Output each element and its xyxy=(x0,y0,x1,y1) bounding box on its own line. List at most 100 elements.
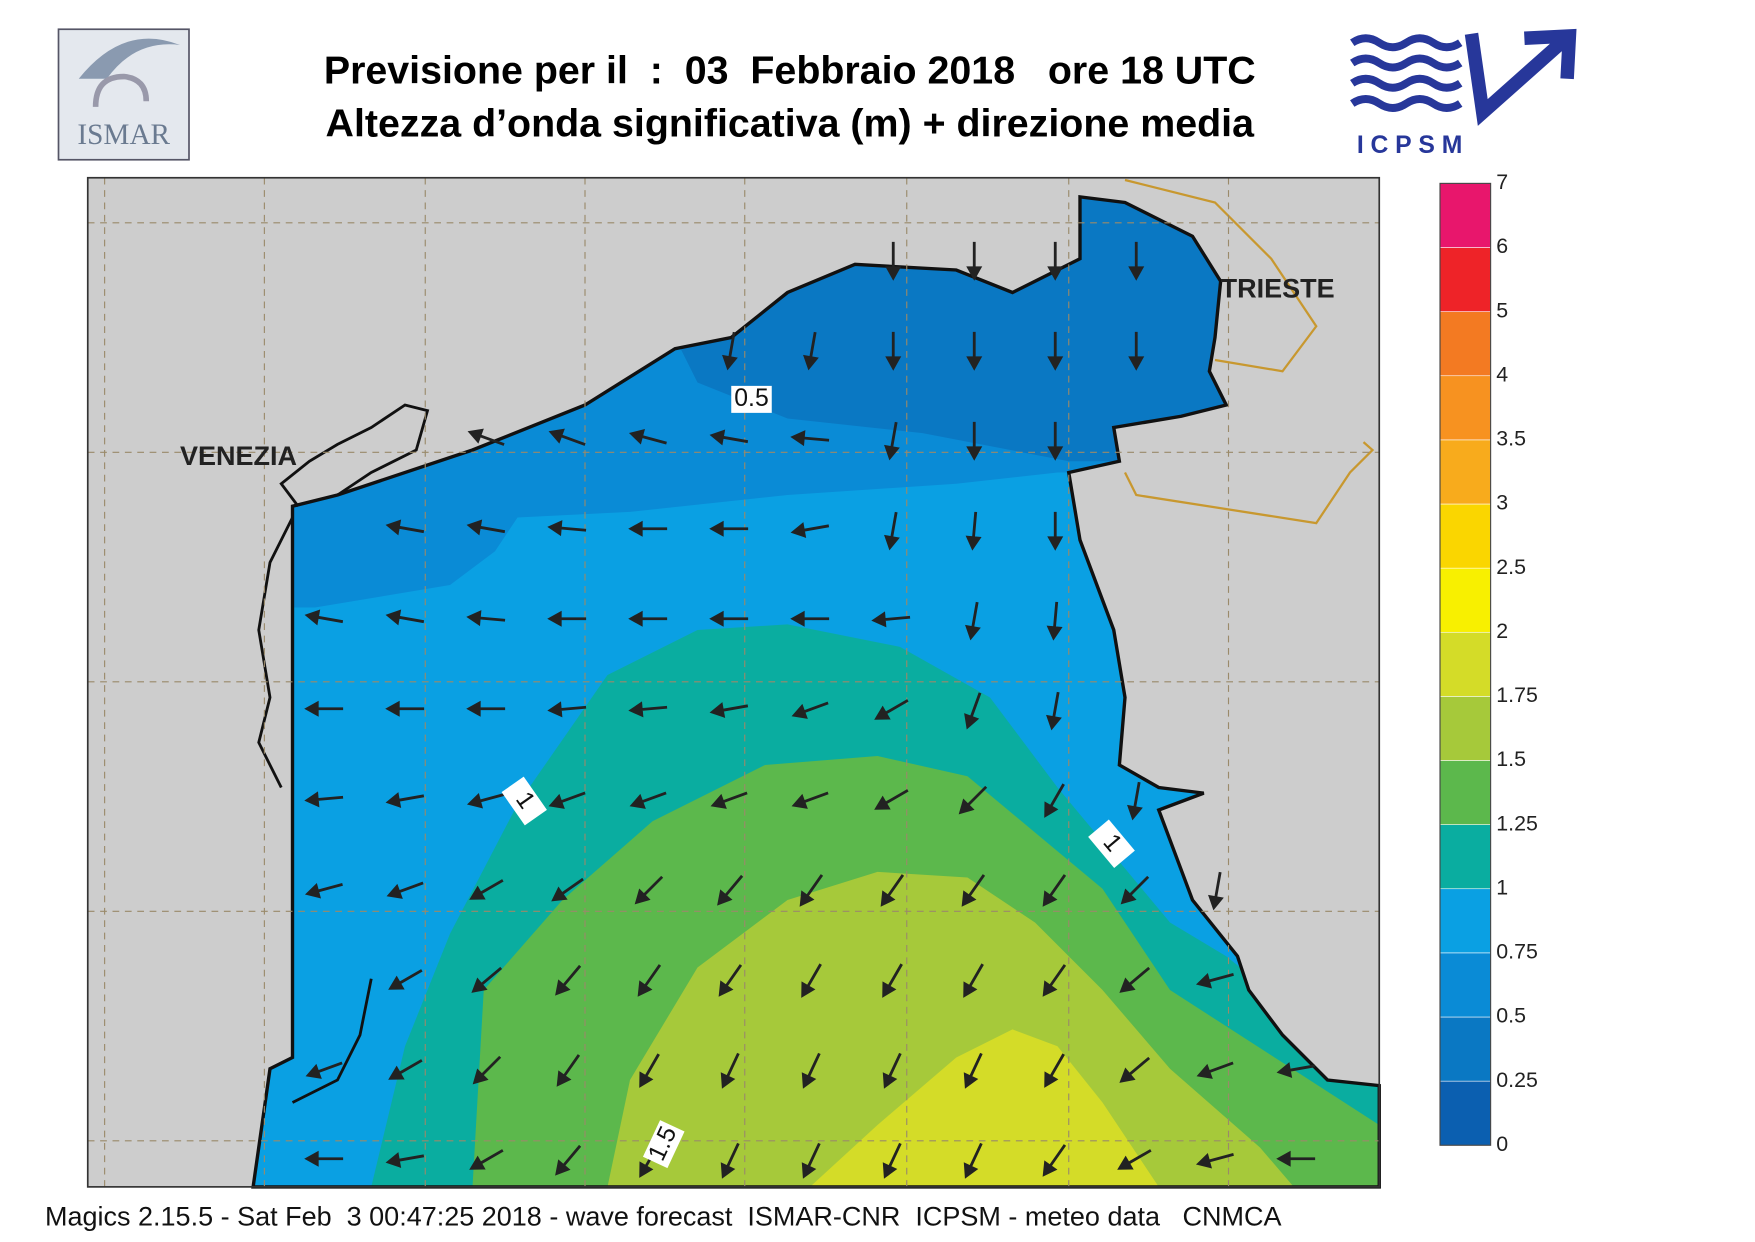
direction-arrow xyxy=(385,519,425,536)
direction-arrow xyxy=(966,331,983,371)
direction-arrow xyxy=(629,791,667,809)
direction-arrow xyxy=(555,964,582,996)
direction-arrow xyxy=(304,700,344,717)
direction-arrow xyxy=(1128,331,1145,371)
colorbar-tick-label: 3 xyxy=(1496,491,1508,515)
direction-arrow xyxy=(551,877,584,902)
colorbar-tick-label: 5 xyxy=(1496,298,1508,322)
direction-arrow xyxy=(1044,783,1065,818)
direction-arrow xyxy=(799,874,824,907)
direction-arrow xyxy=(305,1061,343,1079)
direction-arrow xyxy=(1046,691,1062,731)
colorbar-bin xyxy=(1439,1080,1491,1146)
colorbar-tick-label: 6 xyxy=(1496,234,1508,258)
direction-arrow xyxy=(871,611,911,628)
direction-arrow xyxy=(634,875,664,905)
direction-arrow xyxy=(388,969,423,990)
direction-arrow xyxy=(1047,511,1064,551)
contour-value: 0.5 xyxy=(734,385,768,412)
contour-label: 0.5 xyxy=(731,385,772,413)
colorbar-tick-label: 7 xyxy=(1496,170,1508,194)
direction-arrow xyxy=(1047,421,1064,461)
direction-arrow xyxy=(1120,875,1150,905)
colorbar-bin xyxy=(1439,439,1491,505)
colorbar-bin xyxy=(1439,696,1491,761)
label-box xyxy=(501,776,547,826)
direction-arrow xyxy=(1042,874,1067,907)
direction-arrow xyxy=(717,874,744,906)
colorbar-frame xyxy=(1439,182,1492,1146)
direction-arrow xyxy=(1276,1150,1316,1167)
direction-arrow xyxy=(1042,1144,1067,1177)
direction-arrow xyxy=(709,610,749,627)
title: Previsione per il : 03 Febbraio 2018 ore… xyxy=(324,49,1256,93)
label-box xyxy=(731,385,772,413)
direction-arrow xyxy=(469,879,504,900)
colorbar-bin xyxy=(1439,1016,1491,1082)
direction-arrow xyxy=(304,609,344,626)
direction-arrow xyxy=(965,601,981,641)
subtitle: Altezza d’onda significativa (m) + direz… xyxy=(326,101,1256,145)
ismar-logo: ISMAR xyxy=(57,28,190,161)
direction-arrow xyxy=(385,1152,425,1168)
border xyxy=(1123,178,1375,525)
colorbar-bin xyxy=(1439,183,1491,248)
colorbar-tick-label: 0.75 xyxy=(1496,940,1538,964)
direction-arrow xyxy=(790,430,830,447)
direction-arrow xyxy=(874,699,909,720)
colorbar-tick-label: 0.25 xyxy=(1496,1068,1538,1092)
direction-arrow xyxy=(963,1142,983,1179)
direction-arrow xyxy=(304,791,344,808)
label-box xyxy=(1088,819,1135,868)
direction-arrow xyxy=(720,1142,740,1179)
direction-arrow xyxy=(884,511,900,551)
direction-arrow xyxy=(1196,1061,1234,1079)
direction-arrow xyxy=(628,520,668,537)
direction-arrow xyxy=(1047,331,1064,371)
direction-arrow xyxy=(547,701,587,718)
direction-arrow xyxy=(1117,1149,1152,1170)
direction-arrow xyxy=(469,1149,504,1170)
direction-arrow xyxy=(964,692,982,730)
direction-arrow xyxy=(882,963,903,998)
direction-arrow xyxy=(386,881,424,899)
direction-arrow xyxy=(466,519,506,536)
direction-arrow xyxy=(963,1052,983,1089)
colorbar-tick-label: 1 xyxy=(1496,875,1508,899)
direction-arrow xyxy=(639,1053,660,1088)
colorbar-tick-label: 4 xyxy=(1496,362,1508,386)
direction-arrow xyxy=(958,785,988,815)
contour-label: 1 xyxy=(1088,819,1135,868)
direction-arrow xyxy=(1044,1053,1065,1088)
direction-arrow xyxy=(791,701,829,719)
direction-arrow xyxy=(882,1142,902,1179)
direction-arrow xyxy=(963,963,984,998)
colorbar-bin xyxy=(1439,760,1491,825)
direction-arrow xyxy=(791,791,829,809)
direction-arrow xyxy=(466,610,506,627)
direction-arrow xyxy=(388,1059,423,1080)
direction-arrow xyxy=(466,792,505,809)
logo-text: ISMAR xyxy=(77,119,170,151)
direction-arrow xyxy=(884,421,900,461)
direction-arrow xyxy=(1208,871,1224,911)
direction-arrow xyxy=(880,874,905,907)
label-box xyxy=(642,1120,685,1169)
height-zone xyxy=(607,871,1294,1187)
colorbar-bin xyxy=(1439,567,1491,633)
direction-arrow xyxy=(790,610,830,627)
direction-arrow xyxy=(1047,241,1064,281)
direction-arrow xyxy=(1119,1056,1151,1083)
colorbar-bin xyxy=(1439,952,1491,1018)
direction-arrow xyxy=(385,609,425,626)
colorbar-bin xyxy=(1439,311,1491,377)
direction-arrow xyxy=(1128,241,1145,281)
wave-height-field xyxy=(253,196,1380,1187)
direction-arrow xyxy=(801,1052,821,1089)
direction-arrow xyxy=(1276,1062,1316,1078)
direction-arrow xyxy=(1046,601,1063,641)
direction-arrow xyxy=(709,429,749,446)
direction-arrow xyxy=(304,882,343,899)
direction-arrow xyxy=(1195,972,1234,989)
